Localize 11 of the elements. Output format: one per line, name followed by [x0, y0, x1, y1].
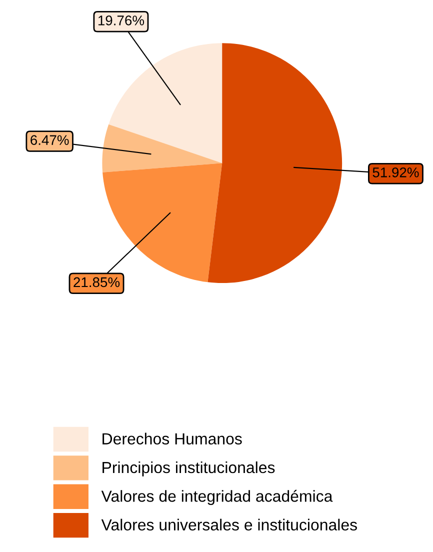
legend-label: Derechos Humanos — [102, 432, 242, 445]
data-label: 51.92% — [372, 167, 419, 178]
data-label: 21.85% — [74, 277, 120, 288]
data-label: 19.76% — [98, 16, 144, 26]
data-label: 6.47% — [30, 135, 69, 145]
legend-label: Principios institucionales — [102, 461, 275, 476]
pie-slice — [108, 43, 222, 164]
pie-slice — [102, 124, 222, 172]
legend-label: Valores de integridad académica — [101, 490, 333, 505]
legend-label: Valores universales e institucionales — [101, 518, 357, 531]
pie-slice — [208, 43, 342, 284]
